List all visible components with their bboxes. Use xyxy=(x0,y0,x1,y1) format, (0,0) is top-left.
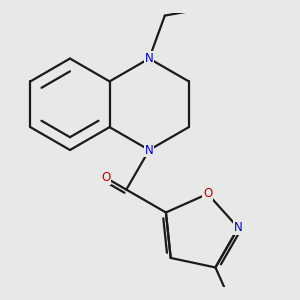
Text: N: N xyxy=(145,52,154,65)
Text: N: N xyxy=(145,143,154,157)
Text: O: O xyxy=(203,188,212,200)
Text: O: O xyxy=(101,171,110,184)
Text: N: N xyxy=(234,221,243,234)
